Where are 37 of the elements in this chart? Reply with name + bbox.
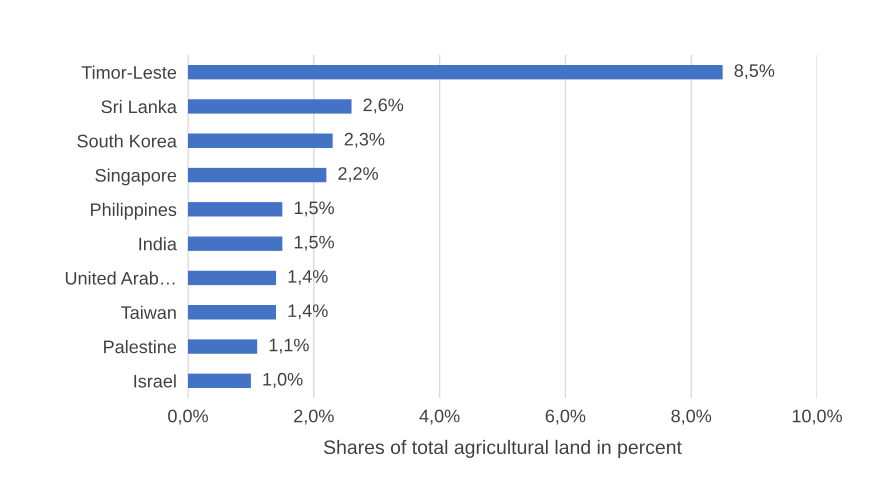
x-tick-label: 10,0% [792, 410, 842, 425]
y-tick-label: Palestine [104, 340, 176, 354]
bar [188, 270, 276, 286]
data-label: 1,0% [263, 372, 303, 388]
x-axis-title: Shares of total agricultural land in percent [324, 440, 682, 458]
bar [188, 134, 333, 148]
bar [188, 305, 276, 320]
x-tick-label: 0,0% [168, 410, 208, 425]
y-tick-label: South Korea [77, 134, 177, 148]
data-label: 2,2% [338, 167, 378, 182]
bar [188, 99, 352, 114]
data-label: 1,4% [288, 304, 328, 320]
bar [188, 168, 326, 182]
y-tick-label: Taiwan [121, 306, 176, 319]
x-tick-label: 2,0% [294, 410, 334, 425]
data-label: 2,6% [364, 98, 404, 114]
y-tick-label: Israel [134, 374, 176, 388]
bar [188, 374, 251, 388]
bar [188, 339, 258, 354]
bar [188, 236, 282, 251]
bar [188, 202, 282, 217]
y-tick-label: Philippines [91, 202, 176, 220]
data-label: 1,5% [294, 201, 334, 216]
y-tick-label: India [139, 237, 177, 250]
data-label: 2,3% [344, 132, 384, 148]
x-tick-label: 8,0% [671, 410, 712, 425]
data-label: 1,1% [270, 338, 309, 354]
data-label: 8,5% [734, 64, 774, 80]
y-tick-label: Sri Lanka [101, 100, 177, 114]
data-label: 1,5% [294, 236, 334, 251]
x-tick-label: 6,0% [546, 410, 586, 425]
y-tick-label: Timor-Leste [82, 66, 176, 79]
data-label: 1,4% [288, 270, 328, 285]
x-tick-label: 4,0% [419, 410, 460, 425]
y-tick-label: United Arab… [66, 271, 174, 285]
bar [188, 64, 723, 80]
y-tick-label: Singapore [95, 168, 176, 186]
